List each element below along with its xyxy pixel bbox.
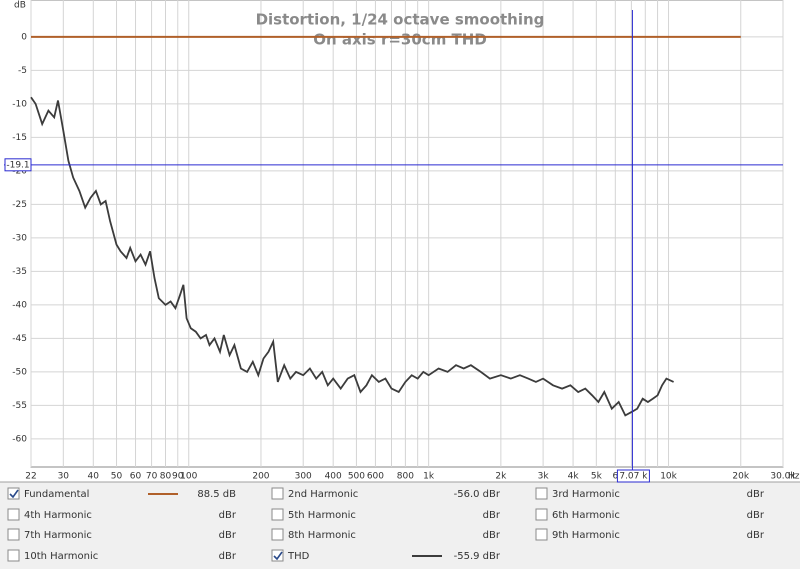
y-tick-label: -20 bbox=[12, 166, 27, 176]
check-mark bbox=[9, 489, 19, 499]
cursor-x-box bbox=[616, 469, 650, 483]
y-tick-label: -15 bbox=[12, 133, 27, 143]
legend-name: 2nd Harmonic bbox=[288, 489, 358, 500]
legend-reading: dBr bbox=[219, 510, 237, 521]
x-tick-label: 22 bbox=[25, 472, 36, 482]
legend-reading: -55.9 dBr bbox=[454, 551, 501, 562]
series-checkbox[interactable] bbox=[7, 528, 20, 541]
series-checkbox[interactable] bbox=[7, 508, 20, 521]
y-tick-label: -25 bbox=[12, 200, 27, 210]
legend-name: 10th Harmonic bbox=[24, 551, 98, 562]
x-tick-label: 200 bbox=[252, 472, 269, 482]
x-tick-label: 1k bbox=[423, 472, 435, 482]
y-tick-label: -30 bbox=[12, 233, 27, 243]
y-tick-label: -10 bbox=[12, 99, 27, 109]
cursor-y-box bbox=[4, 158, 32, 172]
y-tick-label: -50 bbox=[12, 367, 27, 377]
x-tick-label: 500 bbox=[348, 472, 365, 482]
x-tick-label: 600 bbox=[367, 472, 384, 482]
x-tick-label: 80 bbox=[160, 472, 172, 482]
legend-name: Fundamental bbox=[24, 489, 89, 500]
x-tick-label: 800 bbox=[397, 472, 414, 482]
legend-reading: dBr bbox=[483, 510, 501, 521]
legend-name: 3rd Harmonic bbox=[552, 489, 620, 500]
legend-reading: dBr bbox=[747, 510, 765, 521]
x-tick-label: 90 bbox=[172, 472, 184, 482]
y-tick-label: -35 bbox=[12, 267, 27, 277]
series-checkbox[interactable] bbox=[7, 487, 20, 500]
legend-panel bbox=[0, 482, 800, 569]
legend-reading: 88.5 dB bbox=[197, 489, 236, 500]
legend-reading: dBr bbox=[747, 489, 765, 500]
x-tick-label: 5k bbox=[591, 472, 603, 482]
series-checkbox[interactable] bbox=[535, 508, 548, 521]
legend-name: 4th Harmonic bbox=[24, 510, 92, 521]
x-tick-label: 20k bbox=[732, 472, 749, 482]
cursor-y-label: -19.1 bbox=[6, 160, 29, 170]
legend-reading: -56.0 dBr bbox=[454, 489, 501, 500]
legend-name: THD bbox=[287, 551, 310, 562]
legend-reading: dBr bbox=[483, 530, 501, 541]
x-tick-label: 2k bbox=[495, 472, 507, 482]
x-tick-label: 400 bbox=[325, 472, 342, 482]
legend-reading: dBr bbox=[219, 551, 237, 562]
legend-name: 6th Harmonic bbox=[552, 510, 620, 521]
chart-subtitle: On axis r=30cm THD bbox=[313, 31, 487, 49]
legend-name: 5th Harmonic bbox=[288, 510, 356, 521]
legend-name: 7th Harmonic bbox=[24, 530, 92, 541]
x-tick-label: 4k bbox=[568, 472, 580, 482]
series-checkbox[interactable] bbox=[271, 528, 284, 541]
chart-title: Distortion, 1/24 octave smoothing bbox=[256, 11, 545, 29]
y-tick-label: -60 bbox=[12, 434, 27, 444]
series-checkbox[interactable] bbox=[271, 508, 284, 521]
x-tick-label: 70 bbox=[146, 472, 158, 482]
series-checkbox[interactable] bbox=[271, 487, 284, 500]
legend-name: 8th Harmonic bbox=[288, 530, 356, 541]
legend-reading: dBr bbox=[219, 530, 237, 541]
x-tick-label: 300 bbox=[295, 472, 312, 482]
x-tick-label: 100 bbox=[180, 472, 197, 482]
x-tick-label: 50 bbox=[111, 472, 123, 482]
y-tick-label: -55 bbox=[12, 401, 27, 411]
legend-name: 9th Harmonic bbox=[552, 530, 620, 541]
y-tick-label: -45 bbox=[12, 334, 27, 344]
y-tick-label: -40 bbox=[12, 300, 27, 310]
check-mark bbox=[273, 551, 283, 561]
x-tick-label: 10k bbox=[660, 472, 677, 482]
x-tick-label: 60 bbox=[130, 472, 142, 482]
x-axis-label: Hz bbox=[788, 472, 800, 482]
cursor-x-label: 7.07 k bbox=[619, 472, 648, 482]
y-axis-label: dB bbox=[14, 1, 26, 11]
x-tick-label: 30.0k bbox=[770, 472, 796, 482]
x-tick-label: 40 bbox=[88, 472, 100, 482]
series-checkbox[interactable] bbox=[535, 528, 548, 541]
x-tick-label: 6 bbox=[612, 472, 618, 482]
x-tick-label: 30 bbox=[58, 472, 70, 482]
series-checkbox[interactable] bbox=[271, 549, 284, 562]
y-tick-label: -5 bbox=[18, 66, 27, 76]
series-checkbox[interactable] bbox=[535, 487, 548, 500]
legend-reading: dBr bbox=[747, 530, 765, 541]
series-checkbox[interactable] bbox=[7, 549, 20, 562]
series-line bbox=[30, 96, 674, 417]
x-tick-label: 3k bbox=[538, 472, 550, 482]
y-tick-label: 0 bbox=[21, 32, 27, 42]
